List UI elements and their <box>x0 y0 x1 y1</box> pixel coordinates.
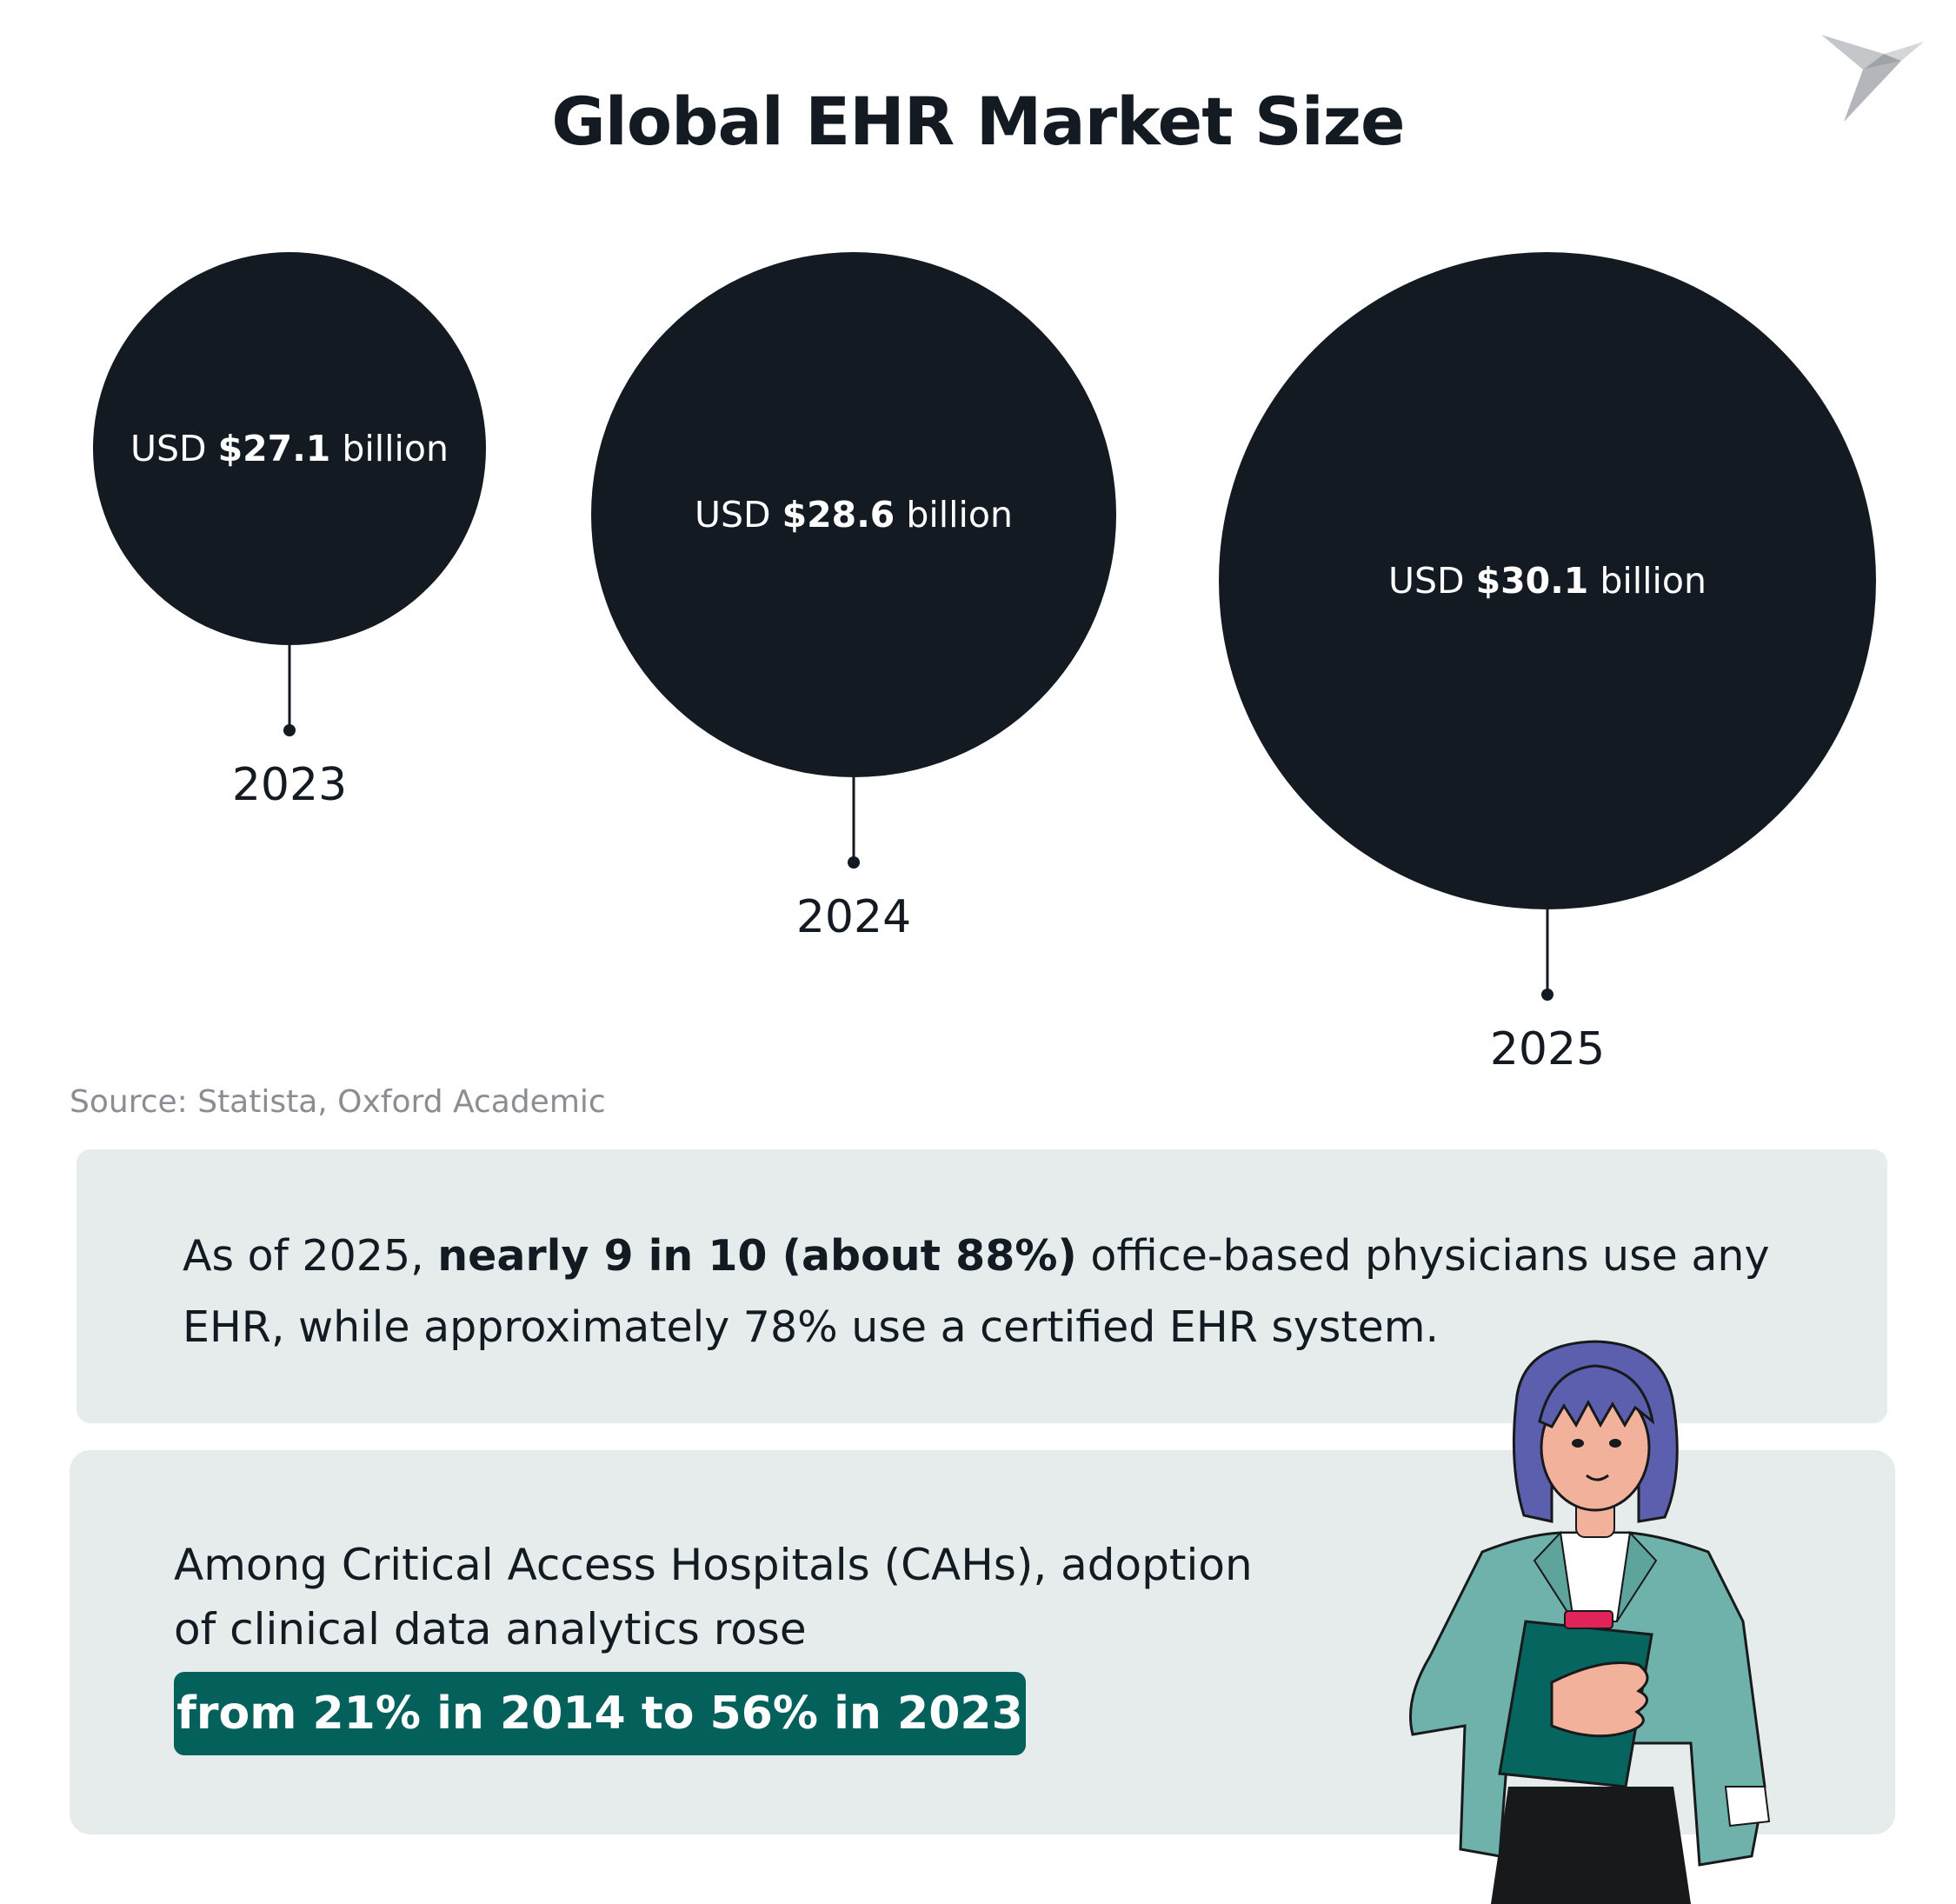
stat-highlight-badge: from 21% in 2014 to 56% in 2023 <box>174 1672 1026 1755</box>
stat1-suffix: office-based physicians use any EHR, whi… <box>183 1231 1770 1352</box>
bird-logo-icon <box>1821 35 1924 122</box>
year-label-2023: 2023 <box>232 759 347 811</box>
leader-dot-2025 <box>1541 989 1553 1001</box>
bubble-2024 <box>591 252 1116 777</box>
leader-dot-2023 <box>283 724 296 736</box>
stat-text-physicians: As of 2025, nearly 9 in 10 (about 88%) o… <box>183 1221 1834 1363</box>
stat-card-physicians: As of 2025, nearly 9 in 10 (about 88%) o… <box>77 1149 1887 1423</box>
bubble-chart: USD $27.1 billion 2023 USD $28.6 billion 20… <box>93 252 1876 1075</box>
stat-text-cah: Among Critical Access Hospitals (CAHs), … <box>174 1540 1253 1654</box>
source-note: Source: Statista, Oxford Academic <box>70 1084 606 1120</box>
bubble-value-label-2024: USD $28.6 billion <box>695 494 1013 536</box>
bubble-value-label-2023: USD $27.1 billion <box>130 428 449 469</box>
bubble-value-label-2025: USD $30.1 billion <box>1388 560 1707 602</box>
stat1-prefix: As of 2025, <box>183 1231 438 1281</box>
woman-with-clipboard-illustration <box>1409 1340 1771 1904</box>
stat1-emphasis: nearly 9 in 10 (about 88%) <box>437 1231 1077 1281</box>
bubble-2023 <box>93 252 486 645</box>
year-label-2025: 2025 <box>1490 1023 1605 1075</box>
bubble-2025 <box>1219 252 1876 909</box>
chart-title: Global EHR Market Size <box>551 83 1405 160</box>
year-label-2024: 2024 <box>796 891 911 943</box>
leader-dot-2024 <box>848 856 860 869</box>
